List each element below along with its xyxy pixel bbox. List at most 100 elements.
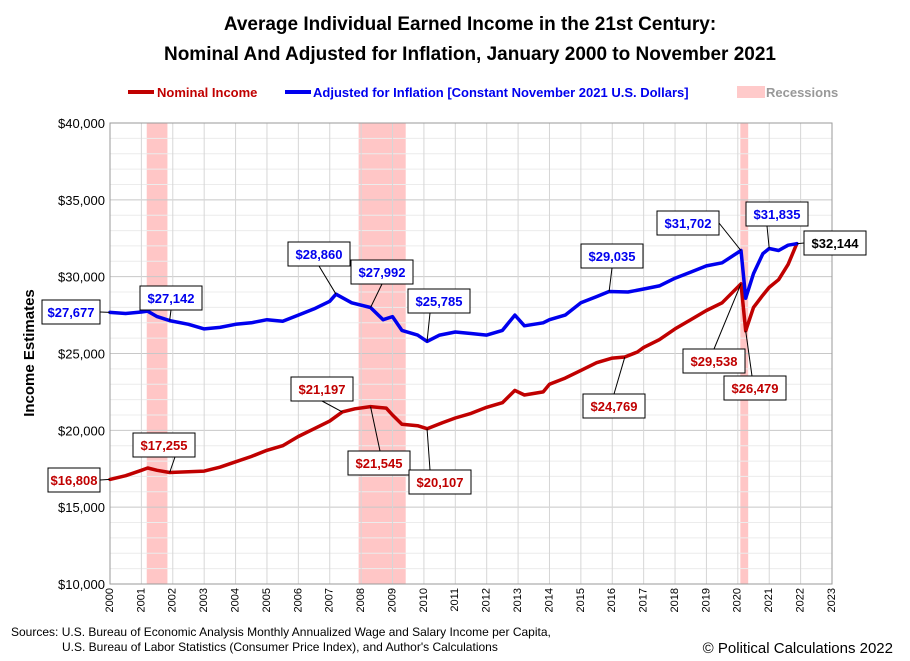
callout-leader [613,356,626,395]
callout-box [580,243,644,269]
y-tick-label: $40,000 [58,116,105,131]
callout-27992: $27,992 [350,259,414,308]
callout-label: $29,538 [691,354,738,369]
x-tick-label: 2001 [135,588,147,612]
callout-label: $24,769 [591,399,638,414]
callout-25785: $25,785 [407,288,471,342]
x-tick-label: 2000 [104,588,116,612]
callout-label: $32,144 [812,236,860,251]
callout-box [132,432,196,458]
y-axis: $10,000 $15,000 $20,000 $25,000 $30,000 $35,0… [58,116,105,592]
callout-label: $17,255 [141,438,188,453]
callout-leader [426,428,431,471]
series-line-adjusted [108,241,799,344]
callout-box [139,285,203,311]
callout-leader [321,400,343,413]
callout-box [41,299,101,325]
callout-label: $27,142 [148,291,195,306]
y-tick-label: $30,000 [58,270,105,285]
callout-leader [426,312,431,342]
y-tick-label: $25,000 [58,347,105,362]
copyright: © Political Calculations 2022 [703,640,893,657]
x-tick-label: 2009 [386,588,398,612]
callout-leader [318,265,337,295]
callout-17255: $17,255 [132,432,196,473]
callout-label: $29,035 [589,249,636,264]
callout-label: $28,860 [296,247,343,262]
callout-leader [370,283,383,308]
y-tick-label: $20,000 [58,423,105,438]
callout-box [350,259,414,285]
legend-swatch-recessions [737,86,765,98]
callout-box [745,201,809,227]
x-tick-label: 2010 [418,588,430,612]
callout-leader [169,309,172,321]
callout-leader [713,283,742,350]
callout-27677: $27,677 [41,299,111,325]
x-tick-label: 2004 [229,588,241,612]
callout-label: $16,808 [51,473,98,488]
chart-title-line-1: Average Individual Earned Income in the … [224,14,716,35]
callout-label: $31,835 [754,207,801,222]
callout-leader [796,242,805,245]
callout-leader [718,222,742,251]
x-tick-label: 2018 [669,588,681,612]
callout-box [682,348,746,374]
callout-leader [169,456,176,473]
callout-box [408,469,472,495]
callout-leader [745,330,753,377]
callout-31702: $31,702 [656,210,742,251]
legend-label-nominal: Nominal Income [157,85,257,100]
callout-21545: $21,545 [347,406,411,476]
callout-label: $26,479 [732,381,779,396]
y-tick-label: $15,000 [58,500,105,515]
callout-32144: $32,144 [796,230,867,256]
callout-26479: $26,479 [723,330,787,401]
callout-box [582,393,646,419]
x-tick-label: 2021 [763,588,775,612]
x-tick-label: 2022 [795,588,807,612]
x-tick-label: 2020 [732,588,744,612]
x-tick-label: 2006 [292,588,304,612]
callout-20107: $20,107 [408,428,472,495]
callout-leader [370,406,381,452]
series-line-nominal [108,241,799,482]
callout-27142: $27,142 [139,285,203,321]
callout-31835: $31,835 [745,201,809,249]
callout-label: $20,107 [417,475,464,490]
callout-21197: $21,197 [290,376,354,413]
callout-leader [608,267,613,292]
callout-box [287,241,351,267]
y-axis-label: Income Estimates [21,289,38,417]
callout-label: $27,992 [359,265,406,280]
callout-box [407,288,471,314]
x-tick-label: 2007 [324,588,336,612]
callout-box [723,375,787,401]
callout-box [47,467,101,493]
legend-label-recessions: Recessions [766,85,838,100]
legend-label-adjusted: Adjusted for Inflation [Constant Novembe… [313,85,689,100]
callout-box [656,210,720,236]
annotations: $16,808 $17,255 $21,197 $21,545 $20,107 $24,7… [41,201,867,495]
y-tick-label: $10,000 [58,577,105,592]
callout-box [290,376,354,402]
callout-leader [99,478,111,481]
x-tick-label: 2017 [638,588,650,612]
callout-28860: $28,860 [287,241,351,295]
callout-29538: $29,538 [682,283,746,374]
callout-label: $25,785 [416,294,463,309]
x-tick-label: 2011 [449,588,461,612]
callout-29035: $29,035 [580,243,644,292]
sources-line-1: Sources: U.S. Bureau of Economic Analysi… [11,625,551,639]
x-tick-label: 2003 [198,588,210,612]
footer: Sources: U.S. Bureau of Economic Analysi… [11,625,893,657]
callout-label: $27,677 [48,305,95,320]
callout-box [347,450,411,476]
callout-box [803,230,867,256]
callout-24769: $24,769 [582,356,646,419]
x-tick-label: 2023 [826,588,838,612]
x-tick-label: 2008 [355,588,367,612]
x-tick-label: 2012 [481,588,493,612]
callout-label: $31,702 [665,216,712,231]
